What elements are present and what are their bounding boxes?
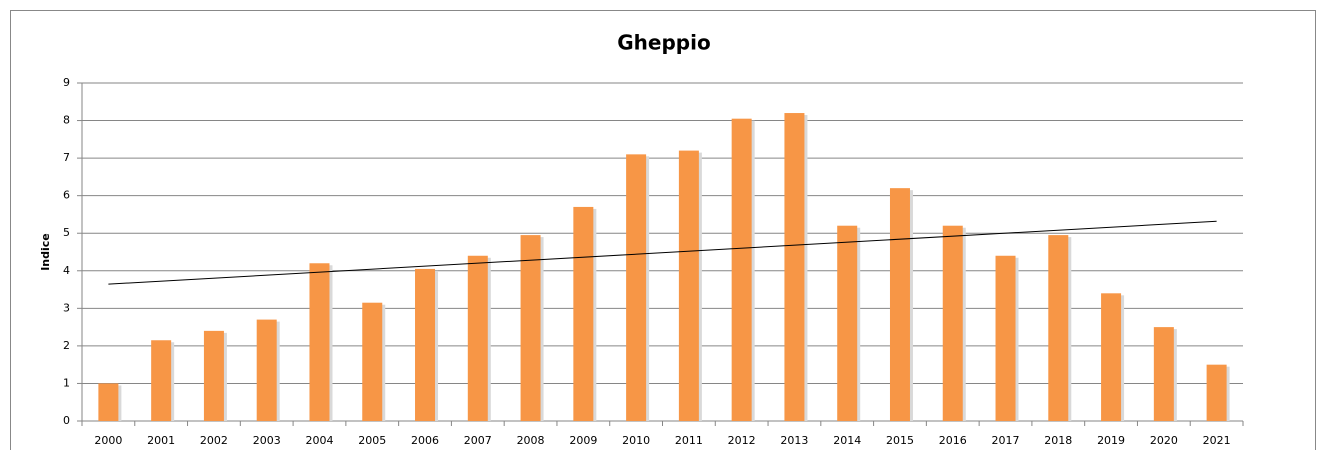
- x-tick-label: 2019: [1097, 434, 1125, 447]
- y-tick-label: 8: [63, 114, 70, 127]
- x-tick-label: 2011: [675, 434, 703, 447]
- y-tick-label: 3: [63, 301, 70, 314]
- x-tick-label: 2020: [1150, 434, 1178, 447]
- bar: [203, 330, 224, 421]
- x-tick-label: 2012: [728, 434, 756, 447]
- bar: [1101, 293, 1122, 421]
- x-tick-label: 2004: [305, 434, 333, 447]
- x-tick-label: 2017: [992, 434, 1020, 447]
- bar: [731, 118, 752, 421]
- x-tick-label: 2001: [147, 434, 175, 447]
- bar: [573, 206, 594, 421]
- bar: [1206, 364, 1227, 421]
- bar: [415, 268, 436, 421]
- chart-border: [10, 10, 1316, 450]
- x-tick-label: 2009: [569, 434, 597, 447]
- x-tick-label: 2007: [464, 434, 492, 447]
- x-tick-label: 2006: [411, 434, 439, 447]
- bar: [995, 255, 1016, 421]
- bar: [151, 340, 172, 421]
- y-tick-label: 5: [63, 226, 70, 239]
- y-tick-label: 2: [63, 339, 70, 352]
- x-tick-label: 2005: [358, 434, 386, 447]
- y-axis-label: Indice: [39, 233, 52, 271]
- x-tick-label: 2002: [200, 434, 228, 447]
- x-tick-label: 2018: [1044, 434, 1072, 447]
- bar: [309, 263, 330, 421]
- x-tick-label: 2010: [622, 434, 650, 447]
- x-tick-label: 2016: [939, 434, 967, 447]
- x-tick-label: 2014: [833, 434, 861, 447]
- x-tick-label: 2013: [780, 434, 808, 447]
- bar: [1153, 327, 1174, 421]
- x-tick-label: 2015: [886, 434, 914, 447]
- x-tick-label: 2021: [1203, 434, 1231, 447]
- bar: [520, 235, 541, 421]
- bar: [626, 154, 647, 421]
- y-tick-label: 1: [63, 376, 70, 389]
- chart-title: Gheppio: [617, 31, 710, 55]
- bar: [362, 302, 383, 421]
- bar: [1048, 235, 1069, 421]
- bar: [467, 255, 488, 421]
- trendline: [108, 220, 1217, 285]
- y-tick-label: 0: [63, 414, 70, 427]
- bar: [784, 113, 805, 422]
- bar: [889, 188, 910, 421]
- bar: [942, 225, 963, 421]
- x-tick-label: 2008: [517, 434, 545, 447]
- y-tick-label: 9: [63, 76, 70, 89]
- y-tick-label: 6: [63, 189, 70, 202]
- x-tick-label: 2003: [253, 434, 281, 447]
- y-tick-label: 7: [63, 151, 70, 164]
- y-tick-label: 4: [63, 264, 70, 277]
- bar: [256, 319, 277, 421]
- bar: [678, 150, 699, 421]
- x-tick-label: 2000: [94, 434, 122, 447]
- bar: [837, 225, 858, 421]
- bar: [98, 383, 119, 421]
